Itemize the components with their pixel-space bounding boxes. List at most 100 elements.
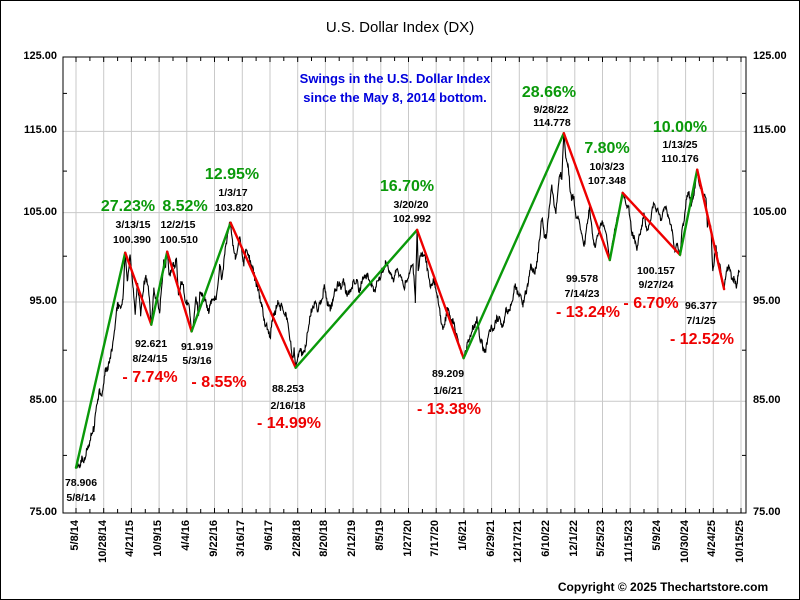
swing-segment-down bbox=[229, 221, 297, 369]
swing-date-label: 8/24/15 bbox=[132, 353, 168, 365]
swing-pct-label: - 8.55% bbox=[191, 374, 247, 391]
y-tick-label-right: 75.00 bbox=[753, 506, 781, 518]
y-tick-label-left: 125.00 bbox=[23, 50, 57, 62]
swing-date-label: 3/20/20 bbox=[393, 199, 429, 211]
swing-value-label: 100.157 bbox=[637, 265, 675, 277]
chart-title: U.S. Dollar Index (DX) bbox=[325, 19, 475, 36]
swing-segment-down bbox=[123, 251, 153, 326]
y-tick-label-right: 125.00 bbox=[753, 50, 787, 62]
swing-value-label: 91.919 bbox=[180, 341, 214, 353]
swing-pct-label: - 12.52% bbox=[669, 331, 735, 348]
x-tick-label: 8/5/19 bbox=[374, 520, 386, 551]
swing-pct-label: 10.00% bbox=[652, 119, 708, 136]
x-tick-label: 9/6/17 bbox=[263, 520, 275, 551]
x-tick-label: 2/12/19 bbox=[346, 520, 358, 557]
x-tick-label: 5/25/23 bbox=[595, 520, 607, 557]
x-tick-label: 10/30/24 bbox=[679, 520, 691, 563]
swing-value-label: 78.906 bbox=[64, 477, 98, 489]
swing-segment-up bbox=[150, 250, 169, 326]
swing-segment-up bbox=[678, 168, 699, 257]
x-tick-label: 5/8/14 bbox=[69, 520, 81, 551]
swing-value-label: 103.820 bbox=[215, 202, 253, 214]
swing-value-label: 114.778 bbox=[533, 117, 571, 129]
swing-segment-up bbox=[190, 221, 232, 333]
x-tick-label: 4/21/15 bbox=[124, 520, 136, 557]
y-tick-label-left: 95.00 bbox=[29, 294, 57, 307]
swing-pct-label: 27.23% bbox=[100, 198, 156, 215]
y-tick-label-left: 105.00 bbox=[23, 205, 57, 218]
swing-value-label: 88.253 bbox=[271, 383, 305, 395]
x-tick-label: 7/17/20 bbox=[429, 520, 441, 557]
swing-pct-label: - 13.24% bbox=[555, 304, 621, 321]
swing-segment-down bbox=[165, 250, 193, 333]
chart-annotation: Swings in the U.S. Dollar Index since th… bbox=[300, 69, 491, 107]
x-tick-label: 4/4/16 bbox=[180, 520, 192, 551]
y-tick-label-right: 115.00 bbox=[753, 124, 787, 137]
swing-pct-label: 7.80% bbox=[584, 140, 630, 157]
swing-pct-label: 12.95% bbox=[204, 166, 260, 183]
swing-date-label: 5/8/14 bbox=[66, 492, 96, 504]
swing-segment-up bbox=[74, 251, 127, 469]
swing-date-label: 12/2/15 bbox=[160, 219, 196, 231]
annotation-line-1: Swings in the U.S. Dollar Index bbox=[299, 71, 491, 86]
swing-date-label: 5/3/16 bbox=[182, 355, 212, 367]
swing-segment-down bbox=[696, 168, 726, 291]
swing-segment-down bbox=[562, 131, 611, 262]
swing-segment-down bbox=[621, 191, 682, 257]
x-tick-label: 3/16/17 bbox=[235, 520, 247, 557]
y-tick-label-left: 75.00 bbox=[29, 506, 57, 518]
swing-value-label: 92.621 bbox=[134, 338, 168, 350]
x-tick-label: 6/29/21 bbox=[485, 520, 497, 557]
swing-value-label: 110.176 bbox=[661, 153, 699, 165]
swing-pct-label: - 13.38% bbox=[416, 401, 482, 418]
swing-date-label: 1/3/17 bbox=[218, 187, 248, 199]
swing-value-label: 100.510 bbox=[160, 234, 198, 246]
swing-date-label: 1/13/25 bbox=[662, 139, 698, 151]
x-tick-label: 1/6/21 bbox=[457, 520, 469, 551]
swing-segment-down bbox=[415, 228, 465, 360]
y-tick-label-right: 105.00 bbox=[753, 205, 787, 218]
swing-date-label: 7/14/23 bbox=[564, 288, 600, 300]
swing-pct-label: 8.52% bbox=[162, 198, 208, 215]
swing-pct-label: 16.70% bbox=[379, 178, 435, 195]
price-line bbox=[75, 133, 740, 469]
x-tick-label: 2/28/18 bbox=[291, 520, 303, 557]
x-tick-label: 5/9/24 bbox=[651, 520, 663, 551]
x-tick-label: 8/20/18 bbox=[318, 520, 330, 557]
y-tick-label-right: 85.00 bbox=[753, 394, 781, 407]
x-tick-label: 10/28/14 bbox=[97, 520, 109, 563]
x-tick-label: 10/15/25 bbox=[734, 520, 746, 563]
x-tick-label: 1/27/20 bbox=[402, 520, 414, 557]
plot-frame bbox=[62, 56, 747, 514]
x-tick-label: 12/1/22 bbox=[568, 520, 580, 557]
swing-segment-up bbox=[608, 191, 624, 262]
x-tick-label: 12/17/21 bbox=[512, 520, 524, 563]
swing-date-label: 3/13/15 bbox=[115, 219, 151, 231]
swing-value-label: 99.578 bbox=[565, 273, 599, 285]
y-tick-label-left: 115.00 bbox=[23, 124, 57, 137]
x-tick-label: 6/10/22 bbox=[540, 520, 552, 557]
swing-value-label: 89.209 bbox=[431, 368, 465, 380]
swing-segment-up bbox=[294, 228, 419, 369]
swing-segment-up bbox=[462, 131, 565, 360]
swing-date-label: 10/3/23 bbox=[589, 161, 625, 173]
x-tick-label: 10/9/15 bbox=[152, 520, 164, 557]
x-tick-label: 9/22/16 bbox=[208, 520, 220, 557]
swing-value-label: 102.992 bbox=[393, 213, 431, 225]
swing-pct-label: - 14.99% bbox=[256, 415, 322, 432]
swing-date-label: 2/16/18 bbox=[270, 400, 306, 412]
swing-pct-label: 28.66% bbox=[521, 84, 577, 101]
swing-value-label: 100.390 bbox=[113, 234, 151, 246]
swing-pct-label: - 7.74% bbox=[122, 369, 178, 386]
swing-date-label: 9/28/22 bbox=[533, 104, 569, 116]
x-tick-label: 4/24/25 bbox=[706, 520, 718, 557]
swing-value-label: 96.377 bbox=[684, 300, 718, 312]
swing-date-label: 7/1/25 bbox=[686, 315, 716, 327]
copyright-text: Copyright © 2025 Thechartstore.com bbox=[557, 580, 769, 594]
annotation-line-2: since the May 8, 2014 bottom. bbox=[303, 90, 487, 105]
swing-date-label: 9/27/24 bbox=[638, 279, 674, 291]
y-tick-label-left: 85.00 bbox=[29, 394, 57, 407]
swing-date-label: 1/6/21 bbox=[433, 385, 463, 397]
x-tick-label: 11/15/23 bbox=[623, 520, 635, 563]
